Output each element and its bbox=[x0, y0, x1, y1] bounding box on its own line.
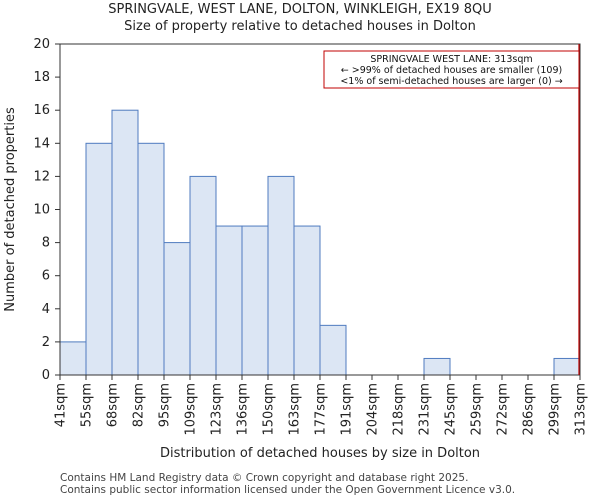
y-tick-label-14: 14 bbox=[33, 136, 50, 151]
x-tick-label-218sqm: 218sqm bbox=[392, 383, 407, 436]
x-tick-label-41sqm: 41sqm bbox=[54, 383, 69, 427]
chart-subtitle: Size of property relative to detached ho… bbox=[124, 19, 476, 34]
bar-109sqm bbox=[189, 175, 217, 376]
bar-231sqm bbox=[423, 357, 451, 376]
y-tick-label-18: 18 bbox=[33, 70, 50, 85]
histogram-chart: 0 2 4 6 8 10 12 14 16 18 20 41sqm 55sqm 68sqm 82sqm 95s… bbox=[3, 37, 589, 461]
x-tick-label-272sqm: 272sqm bbox=[496, 383, 511, 436]
y-tick-label-12: 12 bbox=[33, 169, 50, 184]
x-tick-label-259sqm: 259sqm bbox=[470, 383, 485, 436]
x-tick-label-82sqm: 82sqm bbox=[132, 383, 147, 427]
y-tick-label-8: 8 bbox=[42, 236, 50, 251]
bar-95sqm bbox=[163, 242, 191, 376]
y-tick-label-2: 2 bbox=[42, 335, 50, 350]
x-tick-label-163sqm: 163sqm bbox=[288, 383, 303, 436]
annotation-box bbox=[323, 50, 580, 89]
bar-299sqm bbox=[553, 357, 581, 376]
x-tick-label-95sqm: 95sqm bbox=[158, 383, 173, 427]
bar-41sqm bbox=[59, 341, 87, 376]
x-tick-label-55sqm: 55sqm bbox=[80, 383, 95, 427]
annotation-line-2: ← >99% of detached houses are smaller (1… bbox=[341, 65, 562, 76]
annotation-line-1: SPRINGVALE WEST LANE: 313sqm bbox=[370, 54, 532, 65]
x-tick-label-204sqm: 204sqm bbox=[366, 383, 381, 436]
footer-line-1: Contains HM Land Registry data © Crown c… bbox=[60, 472, 469, 484]
x-tick-label-150sqm: 150sqm bbox=[262, 383, 277, 436]
y-tick-label-16: 16 bbox=[33, 103, 50, 118]
x-tick-label-109sqm: 109sqm bbox=[184, 383, 199, 436]
bar-82sqm bbox=[137, 142, 165, 376]
chart-title: SPRINGVALE, WEST LANE, DOLTON, WINKLEIGH… bbox=[108, 2, 492, 17]
bar-136sqm bbox=[241, 225, 269, 376]
x-axis-label: Distribution of detached houses by size … bbox=[160, 446, 480, 461]
x-tick-label-286sqm: 286sqm bbox=[522, 383, 537, 436]
x-tick-label-191sqm: 191sqm bbox=[340, 383, 355, 436]
y-tick-label-0: 0 bbox=[42, 368, 50, 383]
bar-55sqm bbox=[85, 142, 113, 376]
bar-163sqm bbox=[293, 225, 321, 376]
x-tick-label-231sqm: 231sqm bbox=[418, 383, 433, 436]
y-tick-label-6: 6 bbox=[42, 269, 50, 284]
bar-123sqm bbox=[215, 225, 243, 376]
bar-150sqm bbox=[267, 175, 295, 376]
x-tick-label-123sqm: 123sqm bbox=[210, 383, 225, 436]
x-tick-label-313sqm: 313sqm bbox=[574, 383, 589, 436]
x-tick-label-177sqm: 177sqm bbox=[314, 383, 329, 436]
x-tick-label-245sqm: 245sqm bbox=[444, 383, 459, 436]
bar-68sqm bbox=[111, 109, 139, 376]
y-tick-label-10: 10 bbox=[33, 203, 50, 218]
footer-line-2: Contains public sector information licen… bbox=[60, 484, 516, 496]
y-axis-label: Number of detached properties bbox=[3, 107, 18, 312]
x-tick-label-136sqm: 136sqm bbox=[236, 383, 251, 436]
y-tick-label-4: 4 bbox=[42, 302, 50, 317]
x-tick-label-299sqm: 299sqm bbox=[548, 383, 563, 436]
annotation-line-3: <1% of semi-detached houses are larger (… bbox=[340, 76, 562, 87]
bar-177sqm bbox=[319, 324, 347, 376]
y-tick-label-20: 20 bbox=[33, 37, 50, 52]
x-tick-label-68sqm: 68sqm bbox=[106, 383, 121, 427]
